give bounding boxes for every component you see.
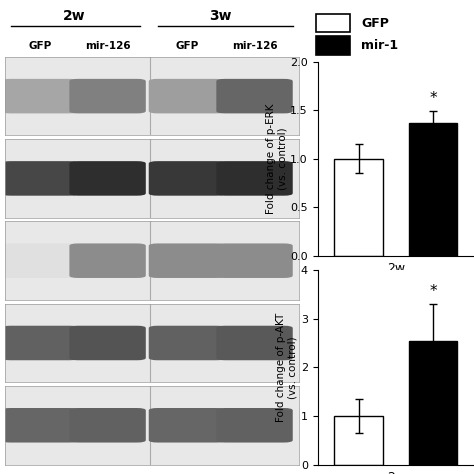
FancyBboxPatch shape (69, 408, 146, 443)
Bar (334, 416, 383, 465)
FancyBboxPatch shape (149, 408, 225, 443)
FancyBboxPatch shape (69, 326, 146, 360)
FancyBboxPatch shape (216, 326, 293, 360)
Text: mir-126: mir-126 (232, 41, 277, 51)
FancyBboxPatch shape (149, 79, 225, 113)
Y-axis label: Fold change of p-ERK
(vs. control): Fold change of p-ERK (vs. control) (266, 103, 287, 214)
FancyBboxPatch shape (69, 161, 146, 196)
Text: 2w: 2w (63, 9, 85, 24)
FancyBboxPatch shape (216, 161, 293, 196)
Text: mir-1: mir-1 (361, 39, 398, 52)
FancyBboxPatch shape (216, 408, 293, 443)
Text: *: * (429, 91, 437, 106)
Text: GFP: GFP (361, 17, 389, 30)
Bar (409, 123, 457, 256)
Text: *: * (429, 284, 437, 300)
FancyBboxPatch shape (149, 326, 225, 360)
Bar (334, 159, 383, 256)
Bar (409, 341, 457, 465)
FancyBboxPatch shape (2, 408, 78, 443)
Text: 3w: 3w (210, 9, 232, 24)
FancyBboxPatch shape (149, 244, 225, 278)
Bar (317, 14, 350, 32)
Text: GFP: GFP (28, 41, 52, 51)
FancyBboxPatch shape (2, 244, 78, 278)
FancyBboxPatch shape (2, 326, 78, 360)
FancyBboxPatch shape (69, 79, 146, 113)
Text: mir-126: mir-126 (85, 41, 130, 51)
Y-axis label: Fold change of p-AKT
(vs. control): Fold change of p-AKT (vs. control) (276, 313, 298, 422)
FancyBboxPatch shape (2, 79, 78, 113)
FancyBboxPatch shape (216, 244, 293, 278)
FancyBboxPatch shape (149, 161, 225, 196)
Text: GFP: GFP (175, 41, 199, 51)
FancyBboxPatch shape (69, 244, 146, 278)
Bar (317, 36, 350, 55)
FancyBboxPatch shape (216, 79, 293, 113)
FancyBboxPatch shape (2, 161, 78, 196)
